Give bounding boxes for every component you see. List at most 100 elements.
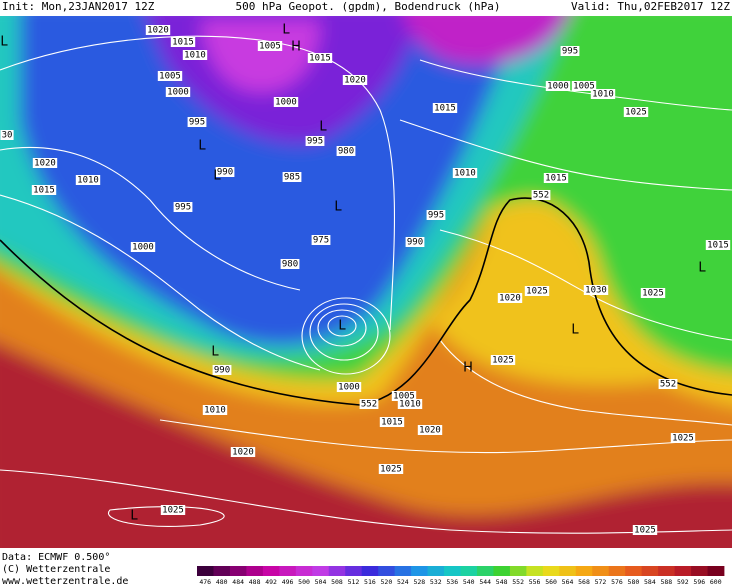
color-scale-label: 540 <box>463 578 475 586</box>
isobar-label-box <box>230 447 256 457</box>
color-swatch <box>625 566 643 576</box>
isobar-label-box <box>359 399 379 409</box>
isobar-label: 1000 <box>167 88 189 98</box>
isobar-label: 990 <box>214 366 230 376</box>
pressure-center: L <box>0 35 8 50</box>
color-scale-label: 512 <box>348 578 360 586</box>
pressure-center: L <box>282 23 290 38</box>
website: www.wetterzentrale.de <box>2 576 128 587</box>
isobar-label-box <box>658 379 678 389</box>
isobar-label: 1015 <box>434 104 456 114</box>
isobar-label-box <box>640 288 666 298</box>
isobar-label: 1025 <box>492 356 514 366</box>
color-scale-label: 584 <box>644 578 656 586</box>
isobar-label-box <box>531 190 551 200</box>
isobar-label-box <box>560 46 580 56</box>
color-swatch <box>312 566 330 576</box>
isobar-label: 990 <box>407 238 423 248</box>
isobar-label-box <box>0 130 14 140</box>
isobar-label-box <box>202 405 228 415</box>
color-scale-label: 524 <box>397 578 409 586</box>
color-swatch <box>427 566 445 576</box>
isohypse-552 <box>0 197 732 406</box>
isobars <box>0 35 732 534</box>
color-swatch <box>361 566 379 576</box>
isobar-label-box <box>342 75 368 85</box>
color-swatch <box>246 566 264 576</box>
color-swatch <box>641 566 659 576</box>
color-scale-label: 504 <box>315 578 327 586</box>
isobar-label: 995 <box>175 203 191 213</box>
color-swatch <box>460 566 478 576</box>
isobar-label-box <box>632 525 658 535</box>
color-scale-label: 568 <box>578 578 590 586</box>
pressure-center: H <box>291 40 301 55</box>
color-swatch <box>411 566 428 576</box>
isobar-label-box <box>187 117 207 127</box>
color-swatch <box>509 566 527 576</box>
isobar-label-box <box>497 293 523 303</box>
pressure-center: L <box>698 261 706 276</box>
color-swatch <box>476 566 494 576</box>
isobar-label-box <box>212 365 232 375</box>
color-swatch <box>674 566 692 576</box>
isobar-label: 1015 <box>545 174 567 184</box>
color-swatch <box>526 566 544 576</box>
isobar-label: 1025 <box>526 287 548 297</box>
color-swatch <box>608 566 626 576</box>
color-scale-label: 556 <box>529 578 541 586</box>
isobar-label: 1000 <box>547 82 569 92</box>
color-swatch <box>229 566 247 576</box>
isobar-label-box <box>524 286 550 296</box>
color-scale-label: 484 <box>232 578 244 586</box>
color-scale-label: 592 <box>677 578 689 586</box>
isobar-label-box <box>75 175 101 185</box>
isobar-label: 995 <box>307 137 323 147</box>
color-scale-label: 488 <box>249 578 261 586</box>
color-scale-label: 580 <box>628 578 640 586</box>
isobar-label: 1015 <box>309 54 331 64</box>
isobar-label-box <box>173 202 193 212</box>
isobar-label: 1010 <box>204 406 226 416</box>
isobar-label: 1005 <box>573 82 595 92</box>
isobar-label: 1015 <box>33 186 55 196</box>
map-labels: 1020 1015 1010 1005 1015 1020 1005 1000 995 1000 9… <box>0 5 731 536</box>
isobar-label: 1025 <box>634 526 656 536</box>
isobar-label-box <box>705 240 731 250</box>
isobar-label: 995 <box>428 211 444 221</box>
isobar-label: 1010 <box>399 400 421 410</box>
color-scale-label: 588 <box>660 578 672 586</box>
color-swatch <box>592 566 610 576</box>
color-swatch <box>691 566 708 576</box>
pressure-center: L <box>338 319 346 334</box>
isobar-label-box <box>170 37 196 47</box>
pressure-center: H <box>473 5 483 20</box>
isobar-label: 1025 <box>625 108 647 118</box>
pressure-center: L <box>211 345 219 360</box>
isobar-label: 1020 <box>232 448 254 458</box>
isobar-label: 1015 <box>381 418 403 428</box>
isobar-label: 1020 <box>344 76 366 86</box>
pressure-center: H <box>463 361 473 376</box>
isobar-label-box <box>182 50 208 60</box>
field-magenta <box>200 20 320 93</box>
isobar-label: 1015 <box>172 38 194 48</box>
isobar-label-box <box>452 168 478 178</box>
isobar-label-box <box>165 87 191 97</box>
color-swatch <box>378 566 396 576</box>
color-swatch <box>444 566 461 576</box>
color-scale-label: 496 <box>282 578 294 586</box>
isobar-label-box <box>311 235 331 245</box>
isobar-label: 1005 <box>159 72 181 82</box>
isobar-label-box <box>670 433 696 443</box>
isobar-label: 1000 <box>338 383 360 393</box>
color-scale-label: 544 <box>479 578 491 586</box>
color-scale-label: 560 <box>545 578 557 586</box>
field-magenta-ne <box>403 16 569 65</box>
isobar-label-box <box>160 505 186 515</box>
color-scale-label: 516 <box>364 578 376 586</box>
data-source: Data: ECMWF 0.500° <box>2 552 110 563</box>
pressure-center: L <box>198 139 206 154</box>
